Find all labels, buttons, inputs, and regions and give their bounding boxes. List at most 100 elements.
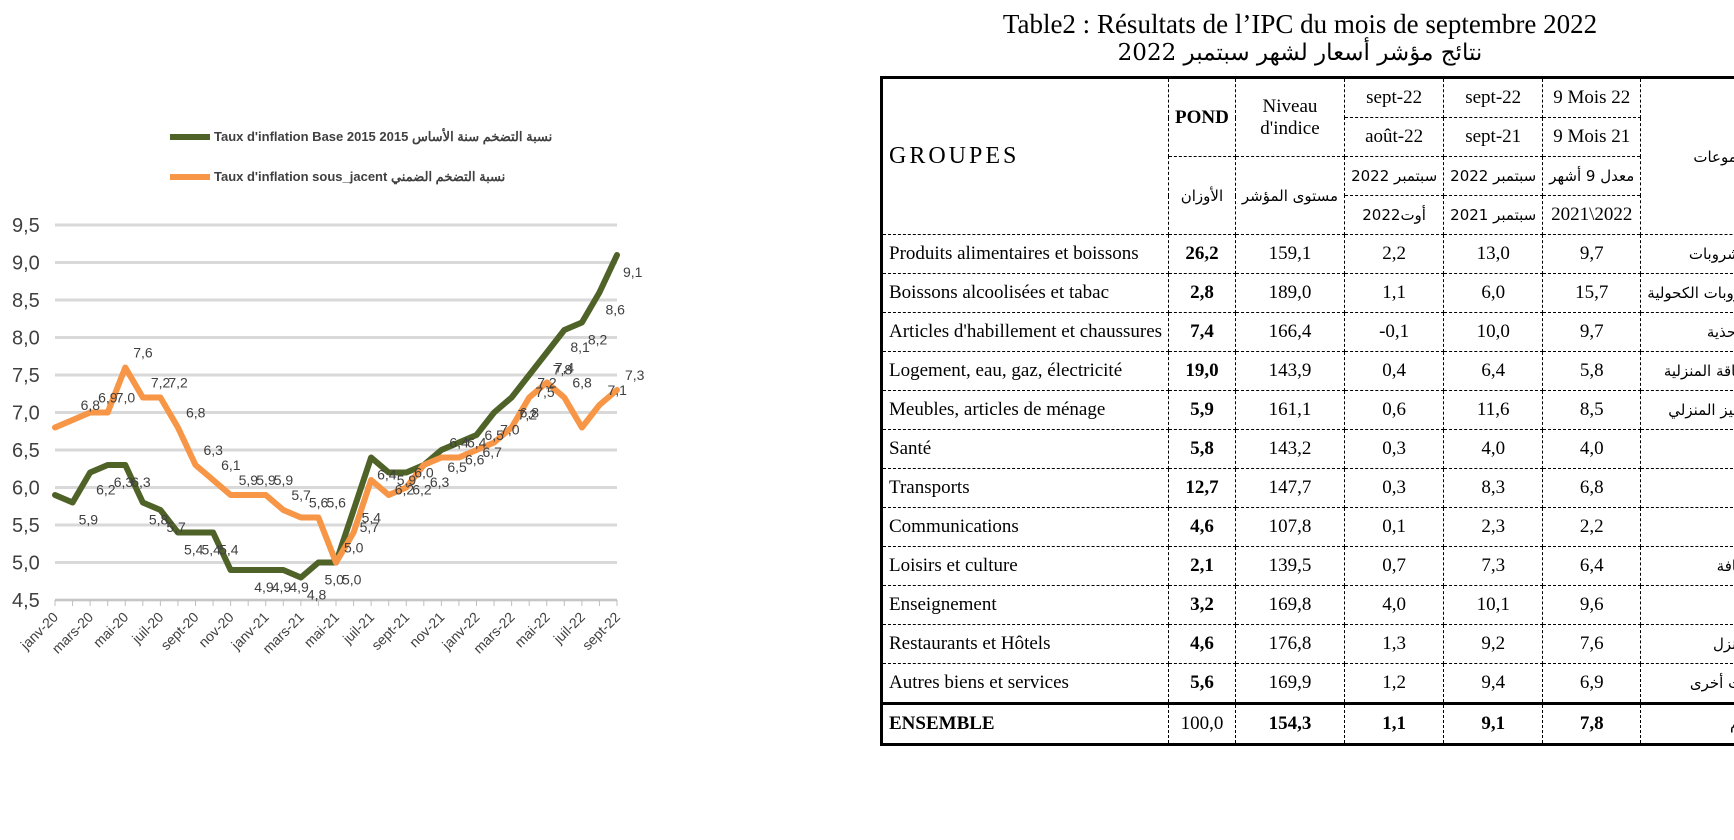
x-tick-label: mai-22 (511, 609, 553, 651)
data-label: 5,0 (342, 572, 362, 588)
data-label: 5,9 (239, 472, 259, 488)
data-label: 5,6 (326, 495, 346, 511)
cell-avg-9m: 9,6 (1542, 585, 1642, 625)
cell-indice: 189,0 (1234, 273, 1346, 313)
data-label: 7,0 (116, 390, 136, 406)
cell-indice: 139,5 (1234, 546, 1346, 586)
cell-var-year: 11,6 (1443, 390, 1544, 430)
data-label: 6,4 (377, 467, 397, 483)
data-label: 6,8 (572, 375, 592, 391)
cell-pond: 19,0 (1168, 351, 1236, 391)
cell-group-fr: Enseignement (880, 585, 1170, 625)
cell-var-year: 6,4 (1443, 351, 1544, 391)
cell-group-fr: Autres biens et services (880, 663, 1170, 704)
data-label: 5,8 (149, 512, 169, 528)
y-tick-label: 9,0 (12, 253, 40, 275)
data-label: 6,4 (467, 435, 487, 451)
cell-group-ar: التعليم (1640, 585, 1734, 625)
y-axis-ticks: 4,5 5,0 5,5 6,0 6,5 7,0 7,5 8,0 8,5 9,0 9,5 (12, 215, 40, 612)
cell-indice: 169,8 (1234, 585, 1346, 625)
cell-avg-9m: 8,5 (1542, 390, 1642, 430)
cell-var-month: 1,3 (1344, 624, 1445, 664)
data-label: 5,0 (324, 572, 344, 588)
data-label: 7,8 (553, 362, 573, 378)
data-label: 7,2 (518, 407, 538, 423)
header-indice-arabic: مستوى المؤشر (1234, 156, 1346, 235)
legend-label-sous-jacent: Taux d'inflation sous_jacent نسبة التضخم… (214, 169, 505, 185)
data-label: 8,1 (570, 339, 590, 355)
cell-avg-9m: 2,2 (1542, 507, 1642, 547)
cell-avg-9m: 6,9 (1542, 663, 1642, 704)
cell-var-year: 7,3 (1443, 546, 1544, 586)
data-label: 5,9 (274, 472, 294, 488)
cell-var-month: 0,3 (1344, 429, 1445, 469)
cell-group-fr: Transports (880, 468, 1170, 508)
cell-group-fr: Logement, eau, gaz, électricité (880, 351, 1170, 391)
cell-var-year: 10,0 (1443, 312, 1544, 352)
header-c3-top: 9 Mois 22 (1542, 77, 1642, 118)
line-chart: Taux d'inflation Base 2015 2015 نسبة الت… (0, 0, 700, 760)
data-label: 5,7 (166, 519, 186, 535)
data-label: 4,9 (289, 579, 309, 595)
data-label: 5,4 (184, 542, 204, 558)
header-c3-mid: 9 Mois 21 (1542, 117, 1642, 157)
table-row: Articles d'habillement et chaussures 7,4 1… (880, 312, 1734, 352)
y-tick-label: 5,0 (12, 553, 40, 575)
cell-indice: 159,1 (1234, 234, 1346, 274)
header-indice: Niveau d'indice (1234, 77, 1346, 157)
cell-indice: 169,9 (1234, 663, 1346, 704)
x-tick-label: sept-20 (157, 609, 201, 653)
header-c3-ar1: معدل 9 أشهر (1542, 156, 1642, 196)
y-tick-label: 8,0 (12, 328, 40, 350)
cell-var-year: 8,3 (1443, 468, 1544, 508)
cell-group-ar: الصحة (1640, 429, 1734, 469)
cell-indice: 154,3 (1234, 703, 1346, 745)
header-c2-ar2: سبتمبر 2021 (1443, 195, 1544, 235)
x-tick-label: sept-21 (368, 609, 412, 653)
cell-var-month: 1,1 (1344, 703, 1445, 745)
data-label: 5,9 (397, 472, 417, 488)
header-c1-ar2: أوت2022 (1344, 195, 1445, 235)
cell-avg-9m: 7,8 (1542, 703, 1642, 745)
data-label: 6,2 (412, 482, 432, 498)
ipc-table: GROUPES POND Niveau d'indice sept-22 sep… (880, 76, 1734, 746)
table-title: Table2 : Résultats de l’IPC du mois de s… (1002, 9, 1598, 39)
header-row-4: أوت2022 سبتمبر 2021 2021\2022 (882, 195, 1734, 235)
data-label: 4,8 (307, 587, 327, 603)
cell-group-ar: السكن والطاقة المنزلية (1640, 351, 1734, 391)
y-tick-label: 4,5 (12, 590, 40, 612)
data-label: 7,2 (168, 375, 188, 391)
data-label: 7,3 (625, 367, 645, 383)
y-tick-label: 7,0 (12, 403, 40, 425)
header-pond-arabic: الأوزان (1168, 156, 1236, 235)
data-label: 6,5 (485, 427, 505, 443)
cell-group-fr: Articles d'habillement et chaussures (880, 312, 1170, 352)
cell-pond: 26,2 (1168, 234, 1236, 274)
data-label: 6,8 (186, 405, 206, 421)
table-row: Boissons alcoolisées et tabac 2,8 189,0 1,1… (880, 273, 1734, 313)
data-label: 6,4 (449, 435, 469, 451)
x-axis: janv-20mars-20mai-20juil-20sept-20nov-20… (17, 599, 623, 656)
cell-var-month: 0,4 (1344, 351, 1445, 391)
cell-group-ar: المطاعم والنزل (1640, 624, 1734, 664)
chart-data-labels: 5,96,26,36,35,85,75,45,45,44,94,94,94,85… (79, 264, 645, 603)
data-label: 6,0 (414, 465, 434, 481)
table-row: Meubles, articles de ménage 5,9 161,1 0,6 11… (880, 390, 1734, 430)
series-line-sous-jacent (52, 364, 620, 566)
x-tick-label: sept-22 (579, 609, 623, 653)
header-c2-mid: sept-21 (1443, 117, 1544, 157)
y-tick-label: 7,5 (12, 365, 40, 387)
data-label: 8,6 (605, 302, 625, 318)
cell-group-fr: Meubles, articles de ménage (880, 390, 1170, 430)
cell-indice: 176,8 (1234, 624, 1346, 664)
data-label: 7,5 (535, 384, 555, 400)
data-label: 6,3 (131, 474, 151, 490)
header-c1-mid: août-22 (1344, 117, 1445, 157)
cell-avg-9m: 7,6 (1542, 624, 1642, 664)
data-label: 7,2 (151, 375, 171, 391)
data-label: 5,4 (362, 510, 382, 526)
cell-group-fr: ENSEMBLE (880, 703, 1170, 745)
y-tick-label: 8,5 (12, 290, 40, 312)
table-row: Produits alimentaires et boissons 26,2 159… (880, 234, 1734, 274)
